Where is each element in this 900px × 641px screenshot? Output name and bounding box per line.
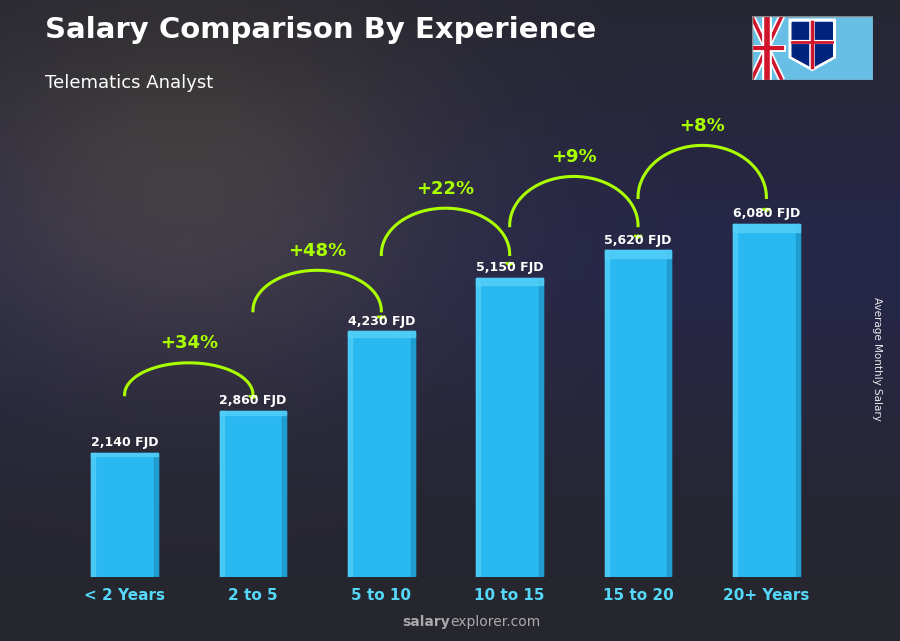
Bar (733, 224, 800, 233)
Polygon shape (789, 19, 835, 71)
Bar (283, 411, 286, 577)
Bar (605, 250, 671, 577)
Text: Salary Comparison By Experience: Salary Comparison By Experience (45, 16, 596, 44)
Bar (348, 331, 352, 577)
Text: +8%: +8% (680, 117, 725, 135)
Polygon shape (792, 22, 832, 67)
Text: 4,230 FJD: 4,230 FJD (347, 315, 415, 328)
Bar (476, 278, 481, 577)
Bar (476, 278, 543, 285)
Text: +9%: +9% (551, 148, 597, 166)
Bar (220, 411, 286, 415)
Text: 6,080 FJD: 6,080 FJD (733, 207, 800, 220)
Text: 2,860 FJD: 2,860 FJD (220, 394, 286, 407)
Text: Average Monthly Salary: Average Monthly Salary (872, 297, 883, 421)
Text: explorer.com: explorer.com (450, 615, 540, 629)
Bar (91, 453, 95, 577)
Bar (154, 453, 158, 577)
Text: 5,620 FJD: 5,620 FJD (605, 234, 671, 247)
Bar (733, 224, 800, 577)
Bar (605, 250, 671, 258)
Bar (220, 411, 286, 577)
Bar (91, 453, 158, 456)
Text: 2,140 FJD: 2,140 FJD (91, 436, 158, 449)
Bar (348, 331, 415, 577)
Bar (733, 224, 737, 577)
Bar (668, 250, 671, 577)
Text: 5,150 FJD: 5,150 FJD (476, 261, 544, 274)
Text: +34%: +34% (159, 335, 218, 353)
Text: +48%: +48% (288, 242, 346, 260)
Bar (539, 278, 543, 577)
Bar (348, 331, 415, 337)
Bar (91, 453, 158, 577)
Bar (410, 331, 415, 577)
Text: +22%: +22% (417, 179, 474, 197)
Bar (796, 224, 800, 577)
Bar (220, 411, 223, 577)
Text: salary: salary (402, 615, 450, 629)
Text: Telematics Analyst: Telematics Analyst (45, 74, 213, 92)
Bar (476, 278, 543, 577)
Bar (605, 250, 608, 577)
